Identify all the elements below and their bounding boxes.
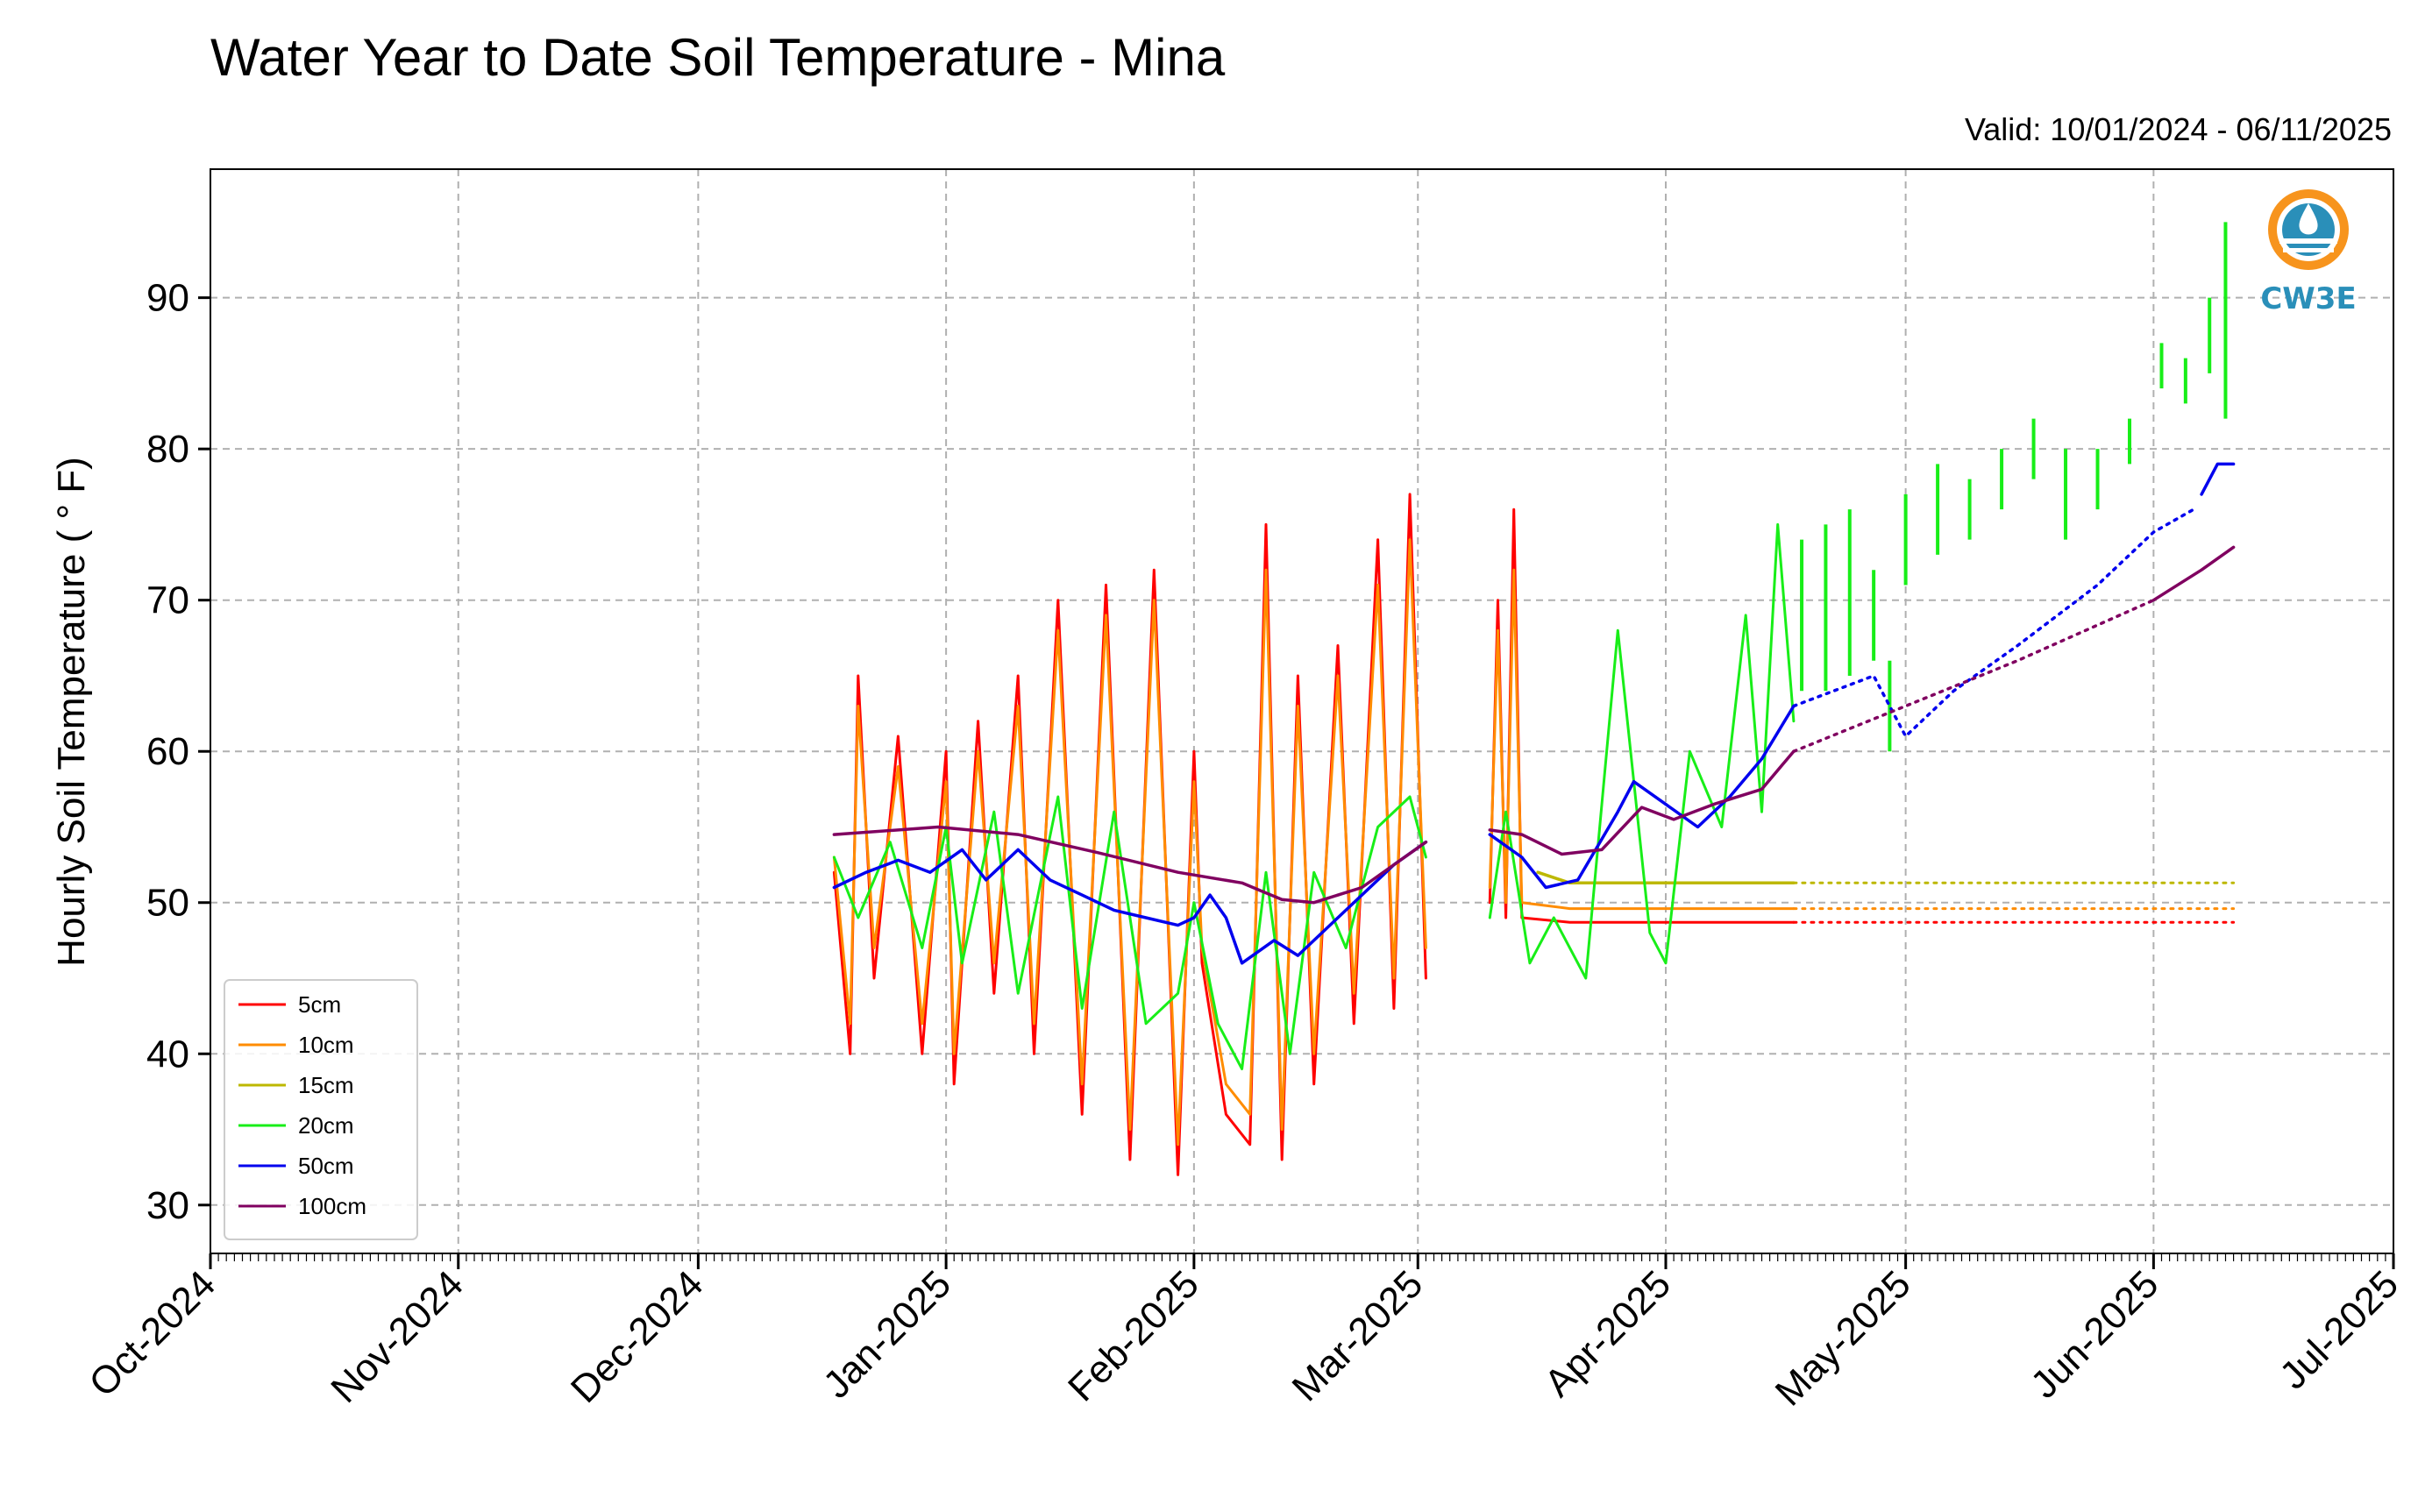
plot-area <box>210 168 2394 1254</box>
x-tick-label: Jun-2025 <box>2023 1262 2166 1406</box>
y-axis: 30 40 50 60 70 80 90 <box>146 277 210 1227</box>
legend-label-15cm: 15cm <box>298 1072 354 1098</box>
y-tick-label: 60 <box>146 730 189 773</box>
grid <box>210 169 2393 1253</box>
y-tick-label: 80 <box>146 428 189 471</box>
cw3e-logo: CW3E <box>2260 189 2357 316</box>
y-tick-label: 30 <box>146 1184 189 1227</box>
y-axis-label: Hourly Soil Temperature ( ° F) <box>50 457 93 967</box>
y-tick-label: 90 <box>146 277 189 320</box>
series-50cm-dotted <box>1792 508 2195 738</box>
x-tick-label: Feb-2025 <box>1060 1262 1207 1409</box>
series-lines <box>832 222 2236 1176</box>
legend-label-20cm: 20cm <box>298 1112 354 1139</box>
legend-label-50cm: 50cm <box>298 1153 354 1179</box>
series-50cm-line-spring <box>1488 704 1796 890</box>
logo-drop-icon <box>2299 203 2318 235</box>
legend-label-10cm: 10cm <box>298 1032 354 1058</box>
y-tick-label: 50 <box>146 882 189 925</box>
series-50cm-line <box>832 840 1428 965</box>
x-tick-label: Apr-2025 <box>1536 1262 1679 1405</box>
legend-label-5cm: 5cm <box>298 991 341 1018</box>
series-100cm-line-spring <box>1488 749 1796 856</box>
x-tick-label: Nov-2024 <box>323 1262 472 1411</box>
series-5cm-line-spring <box>1488 508 1796 924</box>
x-axis: Oct-2024 Nov-2024 Dec-2024 Jan-2025 Feb-2025… <box>81 1253 2407 1414</box>
legend-label-100cm: 100cm <box>298 1193 366 1219</box>
series-10cm-line-spring <box>1488 568 1796 911</box>
y-tick-label: 70 <box>146 579 189 622</box>
chart-subtitle: Valid: 10/01/2024 - 06/11/2025 <box>1965 111 2392 147</box>
legend: 5cm 10cm 15cm 20cm 50cm 100cm <box>224 979 418 1240</box>
series-100cm-line <box>832 825 1428 905</box>
x-tick-label: Dec-2024 <box>563 1262 712 1411</box>
x-tick-label: Jan-2025 <box>815 1262 959 1406</box>
x-tick-label: Oct-2024 <box>81 1262 224 1405</box>
x-tick-label: Mar-2025 <box>1284 1262 1432 1409</box>
series-20cm-line-spring <box>1488 522 1796 980</box>
series-50cm-line-june <box>2200 462 2236 496</box>
series-5cm-line <box>832 493 1427 1176</box>
x-minor-ticks <box>210 1253 2394 1261</box>
logo-text: CW3E <box>2260 281 2356 316</box>
chart-title: Water Year to Date Soil Temperature - Mi… <box>210 28 1226 87</box>
x-tick-label: May-2025 <box>1767 1262 1919 1414</box>
logo-wave-icon <box>2283 248 2334 252</box>
logo-wave-icon <box>2279 238 2337 244</box>
series-100cm-line-june <box>2151 545 2236 602</box>
x-tick-label: Jul-2025 <box>2272 1262 2407 1397</box>
y-tick-label: 40 <box>146 1033 189 1075</box>
series-100cm-dotted <box>1792 598 2156 753</box>
